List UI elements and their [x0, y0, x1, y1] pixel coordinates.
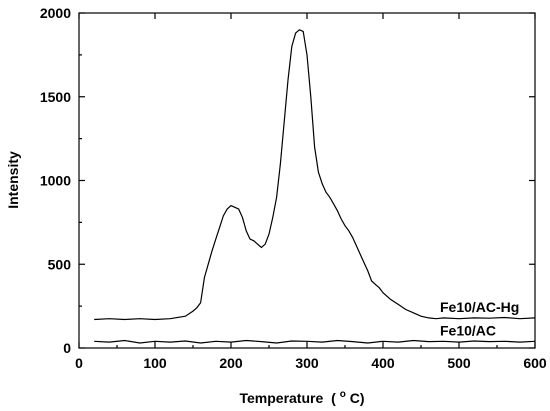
series-label-fe10-ac-hg: Fe10/AC-Hg: [440, 299, 519, 315]
y-tick-label: 1500: [40, 89, 71, 105]
x-tick-label: 0: [75, 355, 83, 371]
y-tick-label: 1000: [40, 173, 71, 189]
x-axis-title-unit-sup: o: [340, 389, 346, 400]
y-axis-title: Intensity: [5, 151, 21, 209]
series-label-fe10-ac: Fe10/AC: [440, 322, 496, 338]
x-tick-label: 400: [371, 355, 395, 371]
x-tick-label: 100: [143, 355, 167, 371]
series-line-fe10-ac: [94, 339, 536, 344]
y-tick-label: 500: [48, 256, 72, 272]
plot-frame: [78, 12, 536, 349]
axes: [78, 12, 536, 349]
x-axis-title-unit-prefix: (: [331, 390, 336, 406]
y-tick-label: 0: [63, 340, 71, 356]
x-axis-title-text: Temperature: [239, 390, 323, 406]
x-axis-title-unit-suffix: C): [350, 390, 365, 406]
y-tick-label: 2000: [40, 5, 71, 21]
x-tick-label: 300: [295, 355, 319, 371]
x-axis-title: Temperature ( o C): [239, 384, 364, 406]
series: [94, 29, 536, 344]
series-line-fe10-ac-hg: [94, 29, 536, 321]
ticks: 0 100 200 300 400 500 600 0 500 1000 1500 2000: [40, 5, 547, 371]
labels: Fe10/AC-Hg Fe10/AC: [440, 299, 519, 338]
x-tick-label: 500: [447, 355, 471, 371]
x-tick-label: 200: [219, 355, 243, 371]
x-tick-label: 600: [523, 355, 547, 371]
